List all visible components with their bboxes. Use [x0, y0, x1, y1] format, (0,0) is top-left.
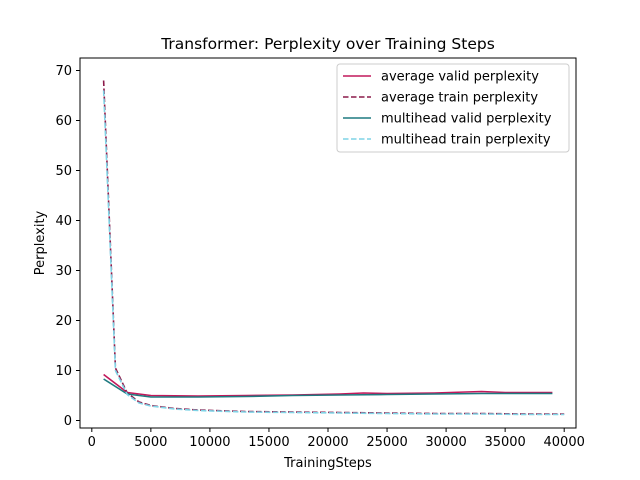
y-axis: 0 10 20 30 40 50 60 70: [55, 64, 80, 429]
legend-label-2: average train perplexity: [381, 91, 538, 106]
legend-label-4: multihead train perplexity: [381, 133, 551, 148]
y-tick-label: 50: [55, 164, 72, 179]
y-tick-label: 0: [64, 414, 72, 429]
legend-label-1: average valid perplexity: [381, 70, 539, 85]
x-tick-label: 10000: [189, 435, 230, 450]
x-tick-label: 40000: [544, 435, 585, 450]
series-line-4: [102, 90, 565, 416]
x-tick-label: 25000: [366, 435, 407, 450]
x-tick-label: 5000: [134, 435, 167, 450]
legend-box: [336, 63, 570, 153]
series-line-3: [103, 378, 553, 398]
y-tick-label: 40: [55, 214, 72, 229]
chart-title: Transformer: Perplexity over Training St…: [160, 35, 495, 53]
y-tick-label: 10: [55, 364, 72, 379]
x-tick-label: 20000: [307, 435, 348, 450]
y-tick-label: 20: [55, 314, 72, 329]
y-tick-label: 30: [55, 264, 72, 279]
x-axis-label: TrainingSteps: [283, 456, 372, 471]
x-tick-label: 0: [88, 435, 96, 450]
series-line-1: [103, 373, 553, 397]
plot-lines: [102, 80, 565, 416]
y-tick-label: 70: [55, 64, 72, 79]
x-tick-label: 35000: [484, 435, 525, 450]
x-axis: 0 5000 10000 15000 20000 25000 30000 35000 40000: [88, 428, 585, 450]
legend: average valid perplexity average train pe…: [336, 63, 570, 153]
y-tick-label: 60: [55, 114, 72, 129]
x-tick-label: 15000: [248, 435, 289, 450]
legend-label-3: multihead valid perplexity: [381, 112, 552, 127]
y-axis-label: Perplexity: [33, 210, 48, 275]
x-tick-label: 30000: [425, 435, 466, 450]
